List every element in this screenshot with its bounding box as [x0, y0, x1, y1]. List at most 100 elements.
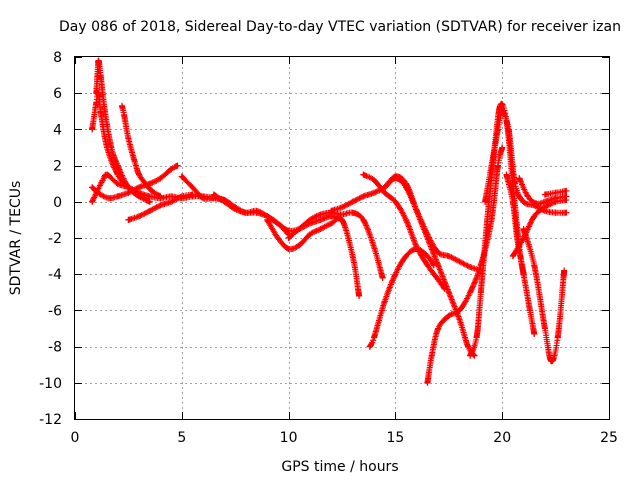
- data-point: [189, 184, 196, 191]
- data-point: [381, 189, 388, 196]
- data-point: [148, 187, 155, 194]
- data-point: [317, 225, 324, 232]
- data-point: [514, 235, 521, 241]
- data-point: [317, 211, 324, 218]
- data-point: [371, 177, 378, 184]
- data-point: [456, 307, 463, 314]
- data-point: [174, 162, 181, 169]
- data-point: [552, 195, 559, 202]
- data-point: [381, 184, 388, 191]
- data-point: [541, 204, 548, 211]
- x-tick-label: 5: [177, 430, 186, 446]
- data-point: [136, 189, 143, 196]
- series-pass-e: [89, 171, 228, 205]
- data-point: [526, 307, 533, 314]
- data-point: [541, 191, 548, 198]
- data-point: [524, 193, 531, 200]
- data-point: [146, 207, 153, 214]
- data-point: [554, 334, 561, 341]
- data-point: [274, 220, 281, 227]
- data-point: [200, 195, 207, 202]
- data-point: [563, 187, 570, 194]
- data-point: [97, 191, 104, 198]
- data-point: [349, 209, 356, 216]
- data-point: [371, 189, 378, 196]
- series-pass-v: [541, 187, 570, 198]
- data-point: [285, 245, 292, 252]
- data-point: [563, 193, 570, 200]
- data-point: [424, 253, 431, 260]
- series-pass-t: [516, 175, 570, 207]
- data-point: [232, 206, 239, 213]
- data-point: [467, 263, 474, 270]
- data-point: [531, 213, 538, 220]
- data-point: [499, 144, 506, 151]
- data-point: [531, 262, 538, 269]
- data-point: [445, 312, 452, 319]
- data-point: [473, 334, 480, 341]
- data-point: [101, 108, 108, 115]
- data-point: [89, 198, 96, 205]
- data-point: [93, 99, 100, 106]
- data-point: [146, 198, 153, 205]
- series-pass-l: [360, 171, 448, 292]
- data-point: [428, 352, 435, 359]
- data-point: [488, 162, 495, 169]
- y-tick-label: 6: [53, 86, 62, 102]
- data-point: [118, 102, 125, 109]
- data-point: [253, 207, 260, 214]
- data-point: [242, 209, 249, 216]
- data-point: [89, 126, 96, 133]
- data-point: [520, 198, 527, 205]
- data-point: [125, 135, 132, 142]
- data-point: [356, 292, 363, 299]
- data-point: [178, 193, 185, 200]
- y-tick-label: 0: [53, 195, 62, 211]
- data-point: [136, 184, 143, 191]
- data-point: [296, 225, 303, 232]
- data-point: [168, 193, 175, 200]
- data-point: [445, 253, 452, 260]
- data-point: [413, 245, 420, 252]
- grid: [75, 57, 609, 419]
- y-tick-label: -2: [48, 231, 62, 247]
- y-tick-label: -6: [48, 303, 62, 319]
- y-axis-label: SDTVAR / TECUs: [8, 181, 24, 296]
- data-point: [497, 102, 504, 109]
- axis-ticks: 0 5 10 15 20 25 -12 -10 -8 -6 -4 -2 0 2 4 6 8: [39, 50, 618, 446]
- data-point: [146, 193, 153, 200]
- data-point: [93, 189, 100, 196]
- data-point: [93, 90, 100, 97]
- plus-markers: [264, 215, 363, 299]
- data-point: [349, 198, 356, 205]
- data-point: [97, 72, 104, 79]
- data-point: [178, 173, 185, 180]
- data-point: [533, 200, 540, 207]
- data-point: [366, 343, 373, 350]
- data-point: [381, 298, 388, 305]
- data-point: [339, 204, 345, 211]
- y-tick-label: -4: [48, 267, 62, 283]
- data-point: [424, 235, 431, 241]
- data-point: [168, 166, 175, 173]
- data-point: [349, 253, 356, 260]
- data-point: [467, 352, 474, 359]
- data-point: [531, 330, 538, 337]
- data-point: [520, 271, 527, 278]
- data-point: [512, 180, 519, 187]
- data-point: [136, 171, 143, 178]
- data-point: [494, 126, 501, 133]
- y-tick-label: -10: [39, 376, 62, 392]
- series-pass-j: [285, 209, 386, 281]
- data-point: [516, 175, 523, 182]
- data-point: [403, 180, 410, 187]
- data-point: [339, 216, 345, 223]
- data-point: [520, 225, 527, 232]
- series-pass-m: [366, 245, 437, 350]
- data-point: [306, 216, 313, 223]
- plot-frame: [74, 56, 610, 420]
- data-point: [317, 216, 324, 223]
- data-point: [392, 173, 399, 180]
- x-axis-label: GPS time / hours: [281, 459, 398, 475]
- data-point: [114, 193, 121, 200]
